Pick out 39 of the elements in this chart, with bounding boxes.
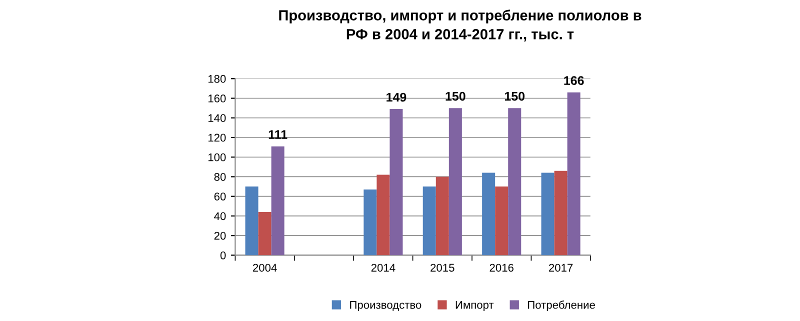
bar — [422, 186, 436, 256]
y-tick-label: 80 — [214, 172, 226, 181]
bar — [271, 146, 284, 256]
bar — [482, 172, 496, 256]
y-tick-label: 180 — [208, 74, 226, 83]
x-tick-label: 2016 — [490, 264, 514, 272]
y-tick-label: 160 — [208, 94, 226, 102]
chart-title: Производство, импорт и потребление полиолов в РФ в 2004 и 2014-2017 гг., тыс. т — [279, 10, 642, 42]
y-tick-label: 120 — [208, 134, 226, 142]
bar — [541, 172, 554, 256]
x-tick-label: 2014 — [371, 264, 396, 272]
y-tick-label: 0 — [220, 251, 226, 260]
legend-label: Потребление — [528, 300, 595, 311]
bar — [567, 92, 580, 256]
x-tick-label: 2004 — [253, 264, 277, 272]
y-tick-label: 40 — [214, 212, 226, 220]
data-label: 111 — [268, 130, 288, 139]
y-tick-label: 140 — [208, 114, 226, 122]
bar — [554, 170, 568, 256]
bar — [258, 212, 272, 256]
x-tick-label: 2017 — [549, 264, 573, 272]
legend-label: Производство — [350, 301, 422, 311]
y-tick-label: 60 — [214, 192, 226, 200]
bar — [364, 189, 377, 256]
data-label: 166 — [564, 76, 584, 85]
data-label: 150 — [446, 92, 466, 101]
bar — [376, 174, 390, 256]
bar — [508, 108, 522, 256]
data-label: 150 — [504, 92, 525, 101]
legend-label: Импорт — [456, 301, 494, 311]
bar — [245, 186, 258, 256]
y-tick-label: 20 — [214, 232, 226, 240]
data-label: 149 — [386, 92, 406, 102]
bar — [390, 109, 403, 256]
bar — [495, 186, 508, 256]
y-tick-label: 100 — [208, 153, 226, 162]
bar — [436, 176, 449, 256]
bar — [448, 108, 462, 256]
x-tick-label: 2015 — [430, 264, 454, 272]
